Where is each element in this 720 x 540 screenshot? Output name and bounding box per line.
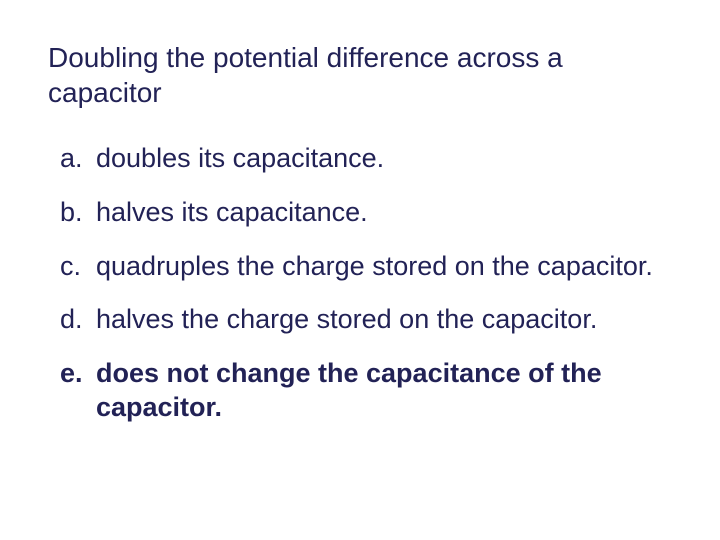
option-letter: e. — [60, 357, 96, 391]
option-b: b. halves its capacitance. — [48, 186, 672, 240]
option-a: a. doubles its capacitance. — [48, 132, 672, 186]
option-letter: b. — [60, 196, 96, 230]
option-d: d. halves the charge stored on the capac… — [48, 293, 672, 347]
option-e: e. does not change the capacitance of th… — [48, 347, 672, 435]
option-text: doubles its capacitance. — [96, 142, 672, 176]
option-c: c. quadruples the charge stored on the c… — [48, 240, 672, 294]
answer-options: a. doubles its capacitance. b. halves it… — [48, 132, 672, 435]
option-text: halves its capacitance. — [96, 196, 672, 230]
slide: Doubling the potential difference across… — [0, 0, 720, 540]
option-letter: c. — [60, 250, 96, 284]
option-text: does not change the capacitance of the c… — [96, 357, 672, 425]
option-letter: a. — [60, 142, 96, 176]
option-text: halves the charge stored on the capacito… — [96, 303, 672, 337]
option-text: quadruples the charge stored on the capa… — [96, 250, 672, 284]
question-stem: Doubling the potential difference across… — [48, 40, 672, 110]
option-letter: d. — [60, 303, 96, 337]
